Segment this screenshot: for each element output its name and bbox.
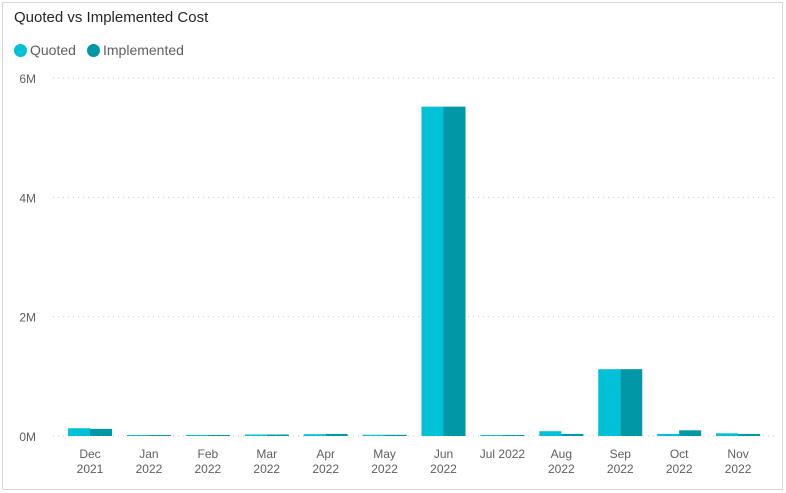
bar-implemented[interactable] xyxy=(325,433,348,436)
legend-quoted-label: Quoted xyxy=(30,42,76,58)
bar-implemented[interactable] xyxy=(679,430,702,436)
y-tick-label: 6M xyxy=(19,72,36,86)
x-tick-label: 2021 xyxy=(77,462,104,476)
bar-implemented[interactable] xyxy=(443,106,466,436)
x-tick-label: Apr xyxy=(316,447,335,461)
bar-quoted[interactable] xyxy=(68,428,90,436)
x-tick-label: Dec xyxy=(79,447,100,461)
x-tick-label: Jun xyxy=(434,447,453,461)
bar-quoted[interactable] xyxy=(421,106,444,436)
bar-quoted[interactable] xyxy=(126,435,149,436)
x-tick-label: Sep xyxy=(610,447,632,461)
x-tick-label: 2022 xyxy=(312,462,339,476)
legend-implemented-label: Implemented xyxy=(103,42,184,58)
bar-quoted[interactable] xyxy=(598,369,621,436)
legend-implemented-marker xyxy=(87,43,100,57)
bar-implemented[interactable] xyxy=(90,428,112,436)
y-tick-label: 2M xyxy=(19,311,36,325)
bar-implemented[interactable] xyxy=(738,433,761,436)
legend-item-quoted[interactable]: Quoted xyxy=(14,41,76,59)
legend-quoted-marker xyxy=(14,43,27,57)
legend-item-implemented[interactable]: Implemented xyxy=(87,41,184,59)
bar-quoted[interactable] xyxy=(657,433,680,436)
bar-quoted[interactable] xyxy=(185,435,208,436)
x-tick-label: 2022 xyxy=(607,462,634,476)
bar-implemented[interactable] xyxy=(148,435,171,436)
bar-quoted[interactable] xyxy=(480,435,503,436)
bar-implemented[interactable] xyxy=(502,435,525,436)
x-tick-label: 2022 xyxy=(371,462,398,476)
bar-implemented[interactable] xyxy=(384,434,407,436)
y-tick-label: 4M xyxy=(19,191,36,205)
x-tick-label: Jan xyxy=(139,447,158,461)
bar-quoted[interactable] xyxy=(244,434,267,436)
x-tick-label: Oct xyxy=(670,447,689,461)
x-tick-label: 2022 xyxy=(548,462,575,476)
y-tick-label: 0M xyxy=(19,430,36,444)
bar-implemented[interactable] xyxy=(561,433,584,436)
x-tick-label: 2022 xyxy=(725,462,752,476)
bar-quoted[interactable] xyxy=(716,433,739,436)
x-tick-label: 2022 xyxy=(253,462,280,476)
x-tick-label: 2022 xyxy=(194,462,221,476)
bar-implemented[interactable] xyxy=(266,434,289,436)
chart-title: Quoted vs Implemented Cost xyxy=(14,9,209,26)
bar-quoted[interactable] xyxy=(539,431,562,436)
x-tick-label: 2022 xyxy=(666,462,693,476)
bar-quoted[interactable] xyxy=(362,434,385,436)
bar-quoted[interactable] xyxy=(303,434,326,436)
bar-implemented[interactable] xyxy=(620,369,643,436)
plot-area: 0M2M4M6MDec2021Jan2022Feb2022Mar2022Apr2… xyxy=(19,72,775,476)
bar-implemented[interactable] xyxy=(207,435,230,436)
x-tick-label: Jul 2022 xyxy=(480,447,526,461)
x-tick-label: Nov xyxy=(727,447,748,461)
x-tick-label: May xyxy=(373,447,396,461)
x-tick-label: Mar xyxy=(256,447,277,461)
x-tick-label: Feb xyxy=(197,447,218,461)
x-tick-label: 2022 xyxy=(430,462,457,476)
x-tick-label: Aug xyxy=(551,447,572,461)
x-tick-label: 2022 xyxy=(136,462,163,476)
